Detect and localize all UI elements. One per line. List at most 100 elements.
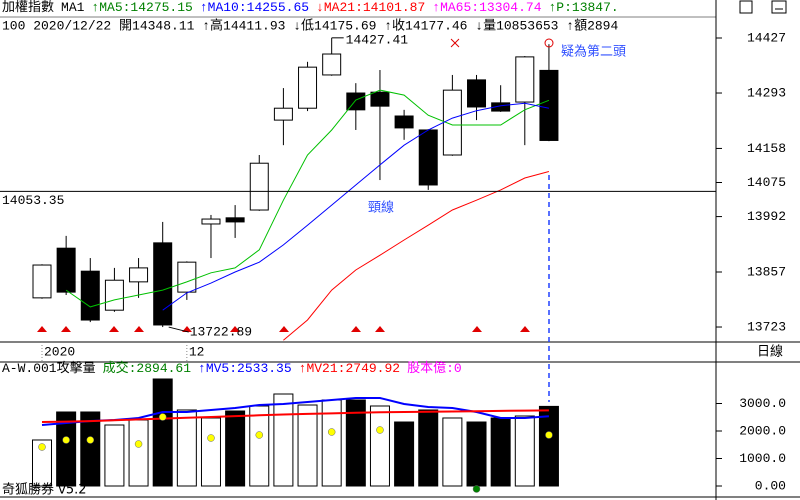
window-button[interactable] [771, 0, 787, 14]
header-item: ↑MA5:14275.15 [91, 0, 192, 15]
volume-bar [442, 417, 463, 487]
line [65, 89, 550, 308]
volume-bar [249, 405, 270, 487]
y-tick-label: 2000.0 [739, 423, 786, 438]
volume-bar [200, 417, 221, 487]
y-tick-label: 0.00 [755, 478, 786, 493]
candle-body [418, 129, 438, 186]
volume-bar [490, 417, 511, 487]
volume-bar [418, 409, 439, 487]
volume-bar [394, 421, 415, 487]
volume-bar [297, 404, 318, 487]
y-tick-label: 14427 [747, 30, 786, 45]
signal [134, 326, 144, 332]
annotation-leader [168, 326, 189, 333]
candle-body [32, 264, 52, 299]
line [283, 171, 550, 341]
line [41, 409, 549, 423]
y-tick-label: 14075 [747, 175, 786, 190]
x-tick-label: 2020 [44, 344, 75, 359]
dot [158, 413, 167, 421]
volume-bar [56, 411, 77, 487]
neckline-value: 14053.35 [2, 193, 64, 208]
header-item: ↑MA10:14255.65 [200, 0, 309, 15]
dot [376, 426, 384, 434]
header-item: 股本億:0 [407, 360, 462, 376]
candle-body [104, 279, 124, 311]
header-item: 成交:2894.61 [103, 360, 192, 376]
header-item: ↑MV5:2533.35 [198, 361, 292, 376]
cross-mark [450, 38, 460, 48]
line [162, 102, 550, 311]
candle-body [515, 56, 535, 103]
header-item: ↓MA21:14101.87 [316, 0, 425, 15]
volume-bar [514, 415, 535, 487]
candle-body [56, 247, 76, 293]
candle-body [177, 261, 197, 293]
neckline-label: 頸線 [368, 200, 394, 216]
volume-bar [128, 419, 149, 487]
signal [109, 326, 119, 332]
volume-bar [225, 410, 246, 487]
y-tick-label: 1000.0 [739, 451, 786, 466]
signal [37, 326, 47, 332]
low-label: 13722.89 [190, 324, 252, 339]
y-tick-label: 14293 [747, 85, 786, 100]
candle-body [153, 242, 173, 326]
dot [134, 440, 143, 448]
candle-body [491, 102, 511, 112]
candle-body [539, 69, 559, 141]
y-tick-label: 14158 [747, 141, 786, 156]
header-item: 加權指數 [2, 0, 54, 15]
dot [62, 436, 70, 444]
signal [472, 326, 482, 332]
signal [375, 326, 385, 332]
signals [37, 326, 530, 332]
brand: 奇狐勝券 v5.2 [2, 482, 87, 498]
window-button[interactable] [739, 0, 753, 14]
header-line: 加權指數 MA1 ↑MA5:14275.15 ↑MA10:14255.65 ↓MA21:… [2, 0, 619, 15]
candle-body [273, 107, 293, 121]
candle-body [225, 217, 245, 223]
y-tick-label: 13992 [747, 209, 786, 224]
header-item: ↑MA65:13304.74 [432, 0, 541, 15]
volume-bar [369, 405, 390, 487]
volume-bar [538, 405, 559, 487]
y-tick-label: 3000.0 [739, 396, 786, 411]
candle-body [129, 267, 149, 283]
signal [279, 326, 289, 332]
high-label: 14427.41 [346, 32, 409, 47]
candle-body [249, 162, 269, 211]
dot [207, 434, 215, 442]
signal [61, 326, 71, 332]
dot [327, 428, 336, 436]
volume-bar [273, 393, 294, 487]
y-tick-label: 13723 [747, 319, 786, 334]
volume-bar [32, 439, 52, 487]
candle-body [80, 270, 100, 321]
dot [545, 431, 553, 439]
volume-bar [176, 409, 197, 487]
signal [520, 326, 530, 332]
signal [230, 326, 240, 332]
dot [86, 436, 95, 444]
header-item: MA1 [61, 0, 85, 15]
candle-body [201, 218, 221, 225]
candle-body [467, 79, 487, 108]
candle-body [298, 66, 318, 109]
volume-bar [80, 411, 101, 487]
dot [472, 485, 481, 493]
header-item: ↑MV21:2749.92 [299, 361, 400, 376]
quote-line: 100 2020/12/22 開14348.11 ↑高14411.93 ↓低14… [2, 17, 618, 33]
y-tick-label: 13857 [747, 264, 786, 279]
volume-bar [345, 399, 366, 487]
candle-body [370, 91, 390, 107]
signal [351, 326, 361, 332]
peak-marker [544, 38, 554, 48]
volume-bar [466, 421, 487, 487]
period-label: 日線 [757, 344, 783, 360]
dot [255, 431, 264, 439]
